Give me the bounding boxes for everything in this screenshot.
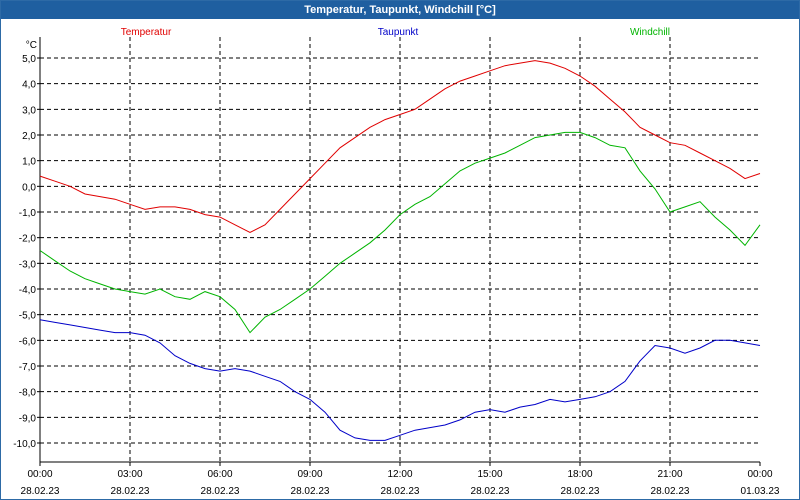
x-tick-date: 28.02.23 [471,486,510,497]
x-tick-date: 28.02.23 [111,486,150,497]
x-tick-date: 28.02.23 [21,486,60,497]
window-title: Temperatur, Taupunkt, Windchill [°C] [1,1,799,19]
y-tick-label: -5,0 [19,311,37,322]
y-tick-label: -1,0 [19,208,37,219]
x-tick-time: 12:00 [387,469,412,480]
x-tick-time: 00:00 [27,469,52,480]
x-tick-time: 06:00 [207,469,232,480]
x-tick-time: 03:00 [117,469,142,480]
x-tick-time: 00:00 [747,469,772,480]
y-tick-label: -10,0 [13,439,36,450]
x-tick-date: 28.02.23 [201,486,240,497]
series-line-windchill [39,131,761,334]
legend-windchill: Windchill [630,27,670,38]
x-tick-date: 28.02.23 [291,486,330,497]
y-tick-label: -6,0 [19,336,37,347]
y-axis-label: °C [26,40,37,51]
y-tick-label: -9,0 [19,413,37,424]
x-tick-time: 21:00 [657,469,682,480]
x-tick-date: 28.02.23 [651,486,690,497]
legend-taupunkt: Taupunkt [378,27,419,38]
x-tick-time: 18:00 [567,469,592,480]
y-tick-label: 0,0 [22,182,36,193]
y-tick-label: 1,0 [22,157,36,168]
y-tick-label: 2,0 [22,131,36,142]
y-tick-label: -7,0 [19,362,37,373]
y-tick-label: -8,0 [19,388,37,399]
x-tick-time: 15:00 [477,469,502,480]
x-tick-date: 28.02.23 [561,486,600,497]
y-tick-label: 5,0 [22,54,36,65]
y-tick-label: 3,0 [22,105,36,116]
x-tick-date: 01.03.23 [741,486,780,497]
legend-temperatur: Temperatur [121,27,172,38]
y-tick-label: -3,0 [19,259,37,270]
x-tick-time: 09:00 [297,469,322,480]
series-line-taupunkt [39,319,761,441]
x-tick-date: 28.02.23 [381,486,420,497]
y-tick-label: -4,0 [19,285,37,296]
series-line-temperatur [39,60,761,234]
y-tick-label: -2,0 [19,234,37,245]
y-tick-label: 4,0 [22,80,36,91]
